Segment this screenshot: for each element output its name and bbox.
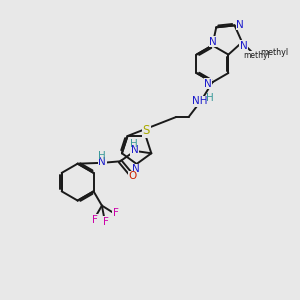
Text: N: N	[130, 145, 138, 155]
Text: H: H	[130, 140, 137, 149]
Text: H: H	[98, 151, 105, 161]
Text: N: N	[98, 157, 106, 167]
Text: S: S	[142, 124, 150, 137]
Text: N: N	[236, 20, 244, 30]
Text: NH: NH	[192, 96, 207, 106]
Text: F: F	[92, 215, 98, 225]
Text: O: O	[128, 171, 136, 181]
Text: F: F	[113, 208, 119, 218]
Text: N: N	[240, 41, 248, 51]
Text: H: H	[206, 93, 213, 103]
Text: N: N	[132, 164, 140, 174]
Text: F: F	[103, 217, 108, 227]
Text: methyl: methyl	[243, 51, 270, 60]
Text: methyl: methyl	[260, 49, 288, 58]
Text: N: N	[204, 79, 212, 89]
Text: N: N	[209, 37, 217, 46]
